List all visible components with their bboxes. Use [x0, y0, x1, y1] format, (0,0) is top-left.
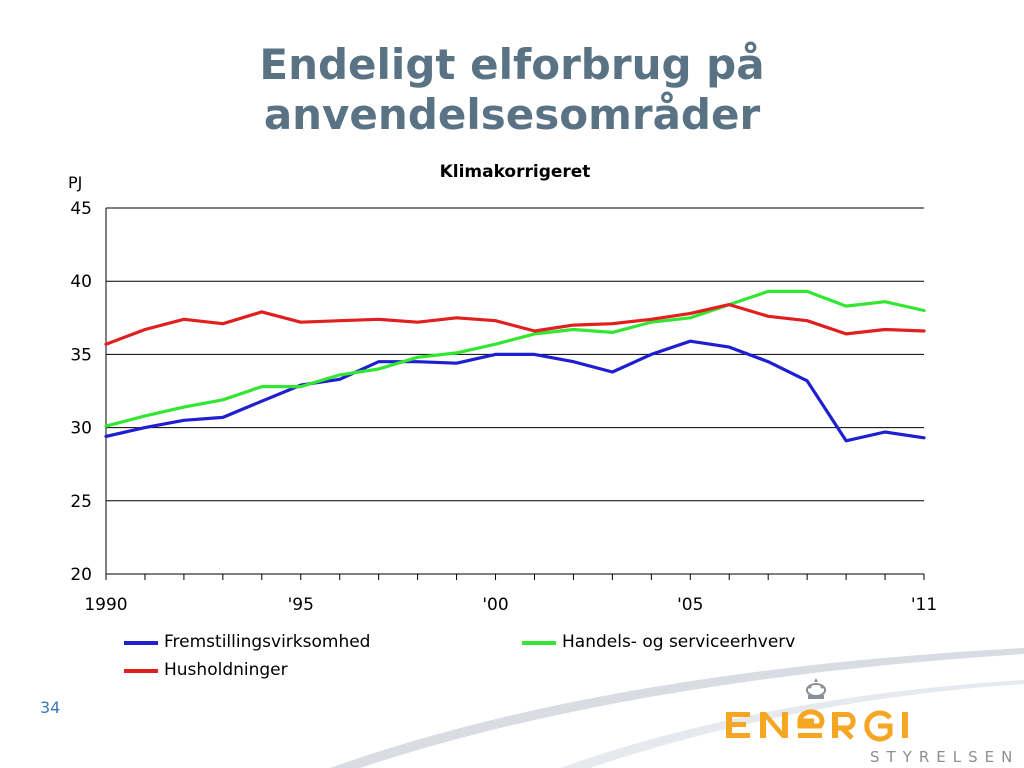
chart-title: Klimakorrigeret — [439, 162, 591, 182]
series-line-husholdninger — [104, 303, 926, 346]
x-tick-label: '95 — [288, 595, 314, 615]
page-number: 34 — [40, 698, 61, 717]
slide-title: Endeligt elforbrug på anvendelsesområder — [0, 40, 1024, 140]
y-tick-label: 25 — [70, 492, 92, 512]
y-tick-label: 30 — [70, 419, 92, 439]
x-tick-label: '05 — [677, 595, 703, 615]
x-tick-label: '00 — [482, 595, 508, 615]
energistyrelsen-logo: STYRELSEN — [726, 678, 1019, 766]
axis-layer: 20 25 30 35 40 45 1990 '95 '00 '05 '11 — [70, 199, 937, 615]
y-tick-label: 40 — [70, 272, 92, 292]
y-tick-label: 45 — [70, 199, 92, 219]
series-layer — [104, 289, 926, 443]
logo-wordmark — [726, 709, 908, 742]
legend-swatch — [124, 641, 158, 645]
legend-swatch — [522, 641, 556, 645]
slide-title-line-2: anvendelsesområder — [263, 90, 761, 139]
grid-layer — [106, 207, 924, 575]
series-line-fremstillingsvirksomhed — [104, 339, 926, 443]
legend-label: Handels- og serviceerhverv — [562, 632, 796, 652]
crown-icon — [806, 678, 826, 699]
series-line-handels-og-serviceerhverv — [104, 289, 926, 428]
legend-label: Husholdninger — [164, 660, 288, 680]
y-tick-label: 35 — [70, 345, 92, 365]
y-tick-label: 20 — [70, 565, 92, 585]
x-tick-label: '11 — [911, 595, 937, 615]
y-axis-unit-label: PJ — [68, 173, 83, 192]
legend-label: Fremstillingsvirksomhed — [164, 632, 371, 652]
legend-swatch — [124, 669, 158, 673]
x-tick-label: 1990 — [84, 595, 127, 615]
logo-subtext: STYRELSEN — [870, 748, 1019, 766]
slide-title-line-1: Endeligt elforbrug på — [259, 40, 765, 89]
